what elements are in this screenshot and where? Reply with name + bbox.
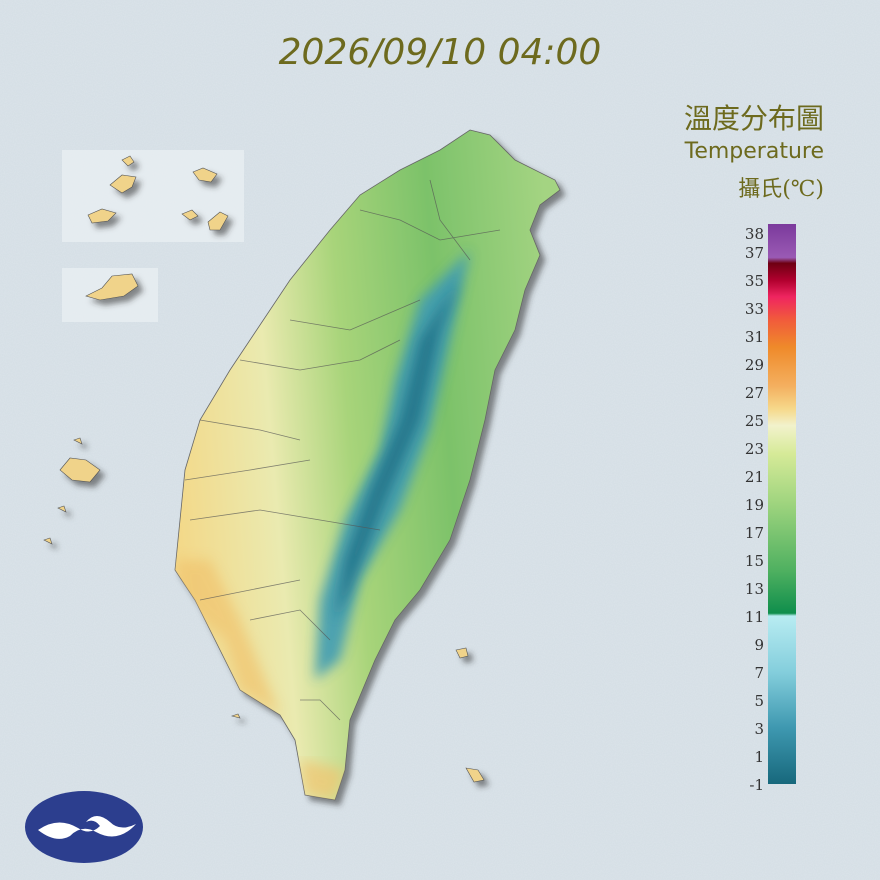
legend-label: 38: [745, 225, 764, 243]
legend-label: 7: [754, 664, 764, 682]
legend-label: -1: [749, 776, 764, 794]
legend-unit: 攝氏(℃): [738, 177, 824, 202]
logo: [25, 791, 143, 863]
legend-label: 11: [745, 608, 764, 626]
legend-label: 37: [745, 244, 764, 262]
legend-label: 23: [745, 440, 764, 458]
legend-label: 3: [754, 720, 764, 738]
legend-label: 17: [745, 524, 764, 542]
legend-label: 15: [745, 552, 764, 570]
logo-mark: [38, 816, 136, 839]
legend-label: 21: [745, 468, 764, 486]
mountain-temperatures: [175, 250, 470, 800]
legend-label: 9: [754, 636, 764, 654]
timestamp: 2026/09/10 04:00: [279, 32, 602, 73]
legend-subtitle: Temperature: [684, 139, 824, 164]
color-scale: [768, 224, 796, 784]
legend-label: 5: [754, 692, 764, 710]
legend-label: 25: [745, 412, 764, 430]
legend-label: 19: [745, 496, 764, 514]
legend-label: 1: [754, 748, 764, 766]
islands: [43, 155, 485, 783]
legend-label: 33: [745, 300, 764, 318]
county-borders: [184, 179, 501, 721]
legend-label: 29: [745, 356, 764, 374]
legend-label: 13: [745, 580, 764, 598]
legend-title: 溫度分布圖: [684, 102, 824, 135]
legend-label: 31: [745, 328, 764, 346]
legend-label: 27: [745, 384, 764, 402]
legend-label: 35: [745, 272, 764, 290]
